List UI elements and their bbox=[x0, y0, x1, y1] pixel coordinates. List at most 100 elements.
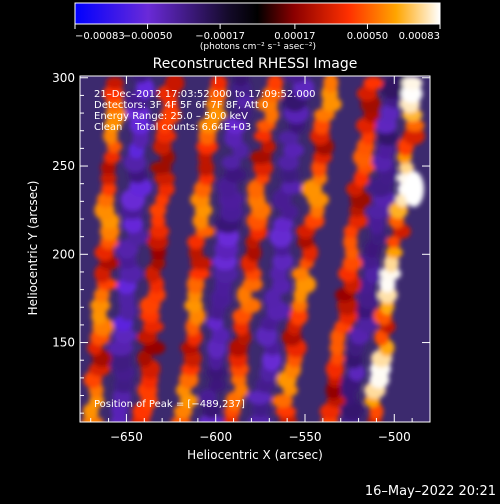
ridge-blob bbox=[291, 267, 310, 281]
trough-blob bbox=[198, 389, 218, 406]
ridge-blob bbox=[157, 181, 175, 197]
ridge-blob bbox=[188, 267, 211, 280]
ridge-blob bbox=[164, 76, 185, 93]
ridge-blob bbox=[149, 203, 167, 218]
ridge-blob bbox=[319, 403, 341, 420]
trough-blob bbox=[232, 104, 253, 122]
annotation-energy-range: Energy Range: 25.0 – 50.0 keV bbox=[94, 111, 248, 122]
ridge-blob bbox=[101, 181, 117, 197]
colorbar-ticks: −0.00083−0.00050 −0.00017 0.00017 0.00050 0.… bbox=[74, 24, 441, 42]
trough-blob bbox=[132, 76, 150, 84]
annotation-time-range: 21–Dec–2012 17:03:52.000 to 17:09:52.000 bbox=[94, 89, 315, 100]
x-axis-ticks: −650 −600 −550 −500 bbox=[90, 76, 431, 444]
trough-blob bbox=[250, 402, 271, 417]
ridge-blob bbox=[155, 129, 177, 143]
y-tick-label: 250 bbox=[52, 159, 75, 173]
ridge-blob bbox=[323, 76, 339, 93]
y-tick-label: 200 bbox=[52, 247, 75, 261]
footer-timestamp: 16–May–2022 20:21 bbox=[365, 484, 496, 499]
trough-blob bbox=[123, 152, 147, 173]
y-axis-label: Heliocentric Y (arcsec) bbox=[26, 181, 40, 316]
ridge-blob bbox=[289, 306, 308, 326]
colorbar-tick-label: 0.00083 bbox=[399, 31, 440, 42]
ridge-blob bbox=[261, 139, 276, 154]
ridge-blob bbox=[149, 223, 170, 239]
ridge-blob bbox=[363, 76, 384, 90]
ridge-blob bbox=[103, 127, 118, 145]
y-tick-label: 150 bbox=[52, 336, 75, 350]
ridge-blob bbox=[253, 129, 272, 143]
trough-blob bbox=[278, 130, 300, 145]
ridge-blob bbox=[142, 320, 164, 334]
ridge-blob bbox=[100, 171, 117, 186]
trough-blob bbox=[278, 166, 300, 184]
ridge-blob bbox=[402, 127, 425, 146]
ridge-blob bbox=[348, 212, 368, 229]
trough-blob bbox=[272, 188, 292, 211]
trough-blob bbox=[223, 167, 247, 183]
ridge-blob bbox=[143, 340, 166, 355]
ridge-blob bbox=[234, 382, 249, 398]
colorbar-tick-label: −0.00017 bbox=[195, 31, 245, 42]
trough-blob bbox=[283, 142, 305, 158]
trough-blob bbox=[247, 390, 272, 405]
trough-blob bbox=[280, 180, 303, 195]
peak-blob bbox=[403, 170, 424, 207]
ridge-blob bbox=[100, 160, 116, 175]
ridge-blob bbox=[400, 84, 423, 104]
trough-blob bbox=[272, 252, 294, 271]
trough-blob bbox=[107, 349, 133, 372]
trough-blob bbox=[122, 215, 144, 234]
x-axis-label: Heliocentric X (arcsec) bbox=[187, 448, 323, 462]
trough-blob bbox=[380, 103, 400, 123]
ridge-blob bbox=[102, 85, 124, 102]
ridge-blob bbox=[184, 298, 204, 313]
colorbar bbox=[74, 2, 441, 25]
image-layer bbox=[81, 76, 425, 422]
x-tick-label: −550 bbox=[289, 430, 322, 444]
ridge-blob bbox=[405, 119, 425, 132]
colorbar-tick-label: 0.00017 bbox=[274, 31, 315, 42]
trough-blob bbox=[273, 216, 294, 232]
trough-blob bbox=[116, 253, 138, 269]
trough-blob bbox=[263, 288, 282, 309]
plot-frame bbox=[79, 75, 431, 423]
ridge-blob bbox=[385, 246, 403, 259]
ridge-blob bbox=[93, 287, 110, 303]
ridge-blob bbox=[103, 150, 121, 164]
trough-blob bbox=[211, 327, 231, 344]
ridge-blob bbox=[398, 161, 415, 175]
annotation-block: 21–Dec–2012 17:03:52.000 to 17:09:52.000… bbox=[94, 89, 315, 133]
x-tick-label: −650 bbox=[110, 430, 143, 444]
trough-blob bbox=[285, 76, 308, 84]
ridge-blob bbox=[205, 108, 228, 122]
colorbar-units-label: (photons cm⁻² s⁻¹ asec⁻²) bbox=[200, 42, 316, 52]
trough-blob bbox=[107, 340, 134, 356]
colorbar-tick-label: −0.00050 bbox=[123, 31, 173, 42]
ridge-blob bbox=[151, 256, 166, 270]
ridge-blob bbox=[187, 234, 205, 250]
x-tick-label: −500 bbox=[378, 430, 411, 444]
x-tick-label: −600 bbox=[199, 430, 232, 444]
trough-blob bbox=[129, 116, 152, 135]
ridge-blob bbox=[136, 330, 158, 345]
ridge-blob bbox=[401, 76, 423, 90]
ridge-blob bbox=[342, 255, 363, 272]
y-axis-ticks: 150 200 250 300 bbox=[52, 71, 430, 414]
trough-blob bbox=[221, 155, 241, 170]
trough-blob bbox=[232, 76, 249, 86]
trough-blob bbox=[261, 349, 282, 371]
ridge-blob bbox=[275, 405, 297, 418]
y-tick-label: 300 bbox=[52, 71, 75, 85]
colorbar-tick-label: 0.00050 bbox=[347, 31, 388, 42]
trough-blob bbox=[135, 78, 155, 99]
ridge-blob bbox=[297, 235, 314, 249]
trough-blob bbox=[368, 214, 385, 235]
annotation-total-counts: Clean Total counts: 6.64E+03 bbox=[94, 122, 251, 133]
emission-field bbox=[81, 76, 425, 422]
trough-blob bbox=[277, 154, 300, 171]
ridge-blob bbox=[154, 171, 176, 186]
ridge-blob bbox=[356, 86, 378, 102]
